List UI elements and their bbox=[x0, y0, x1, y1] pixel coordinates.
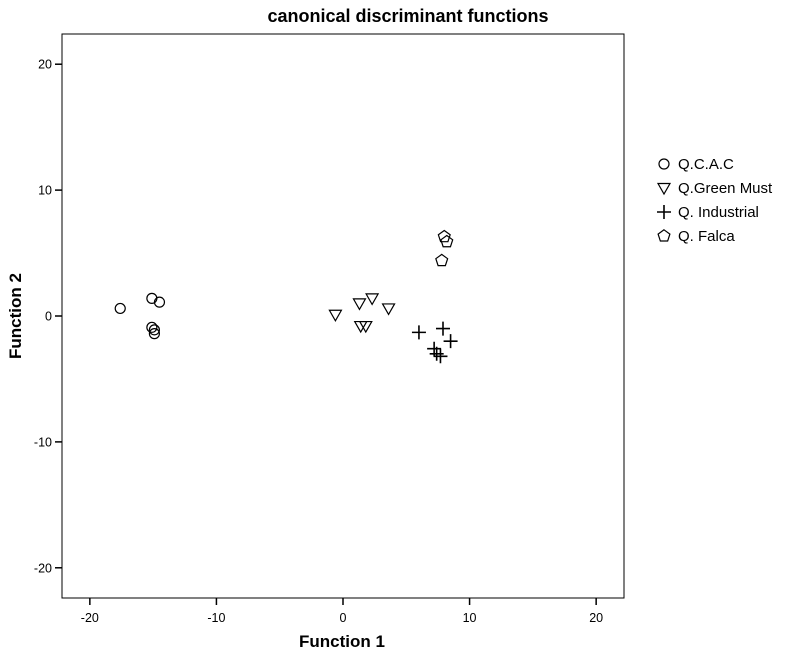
legend-marker-pentagon bbox=[657, 229, 671, 242]
y-tick-label: 0 bbox=[45, 310, 52, 324]
series-triangle-down bbox=[328, 293, 396, 334]
y-tick-label: 20 bbox=[38, 58, 52, 72]
data-point-triangle-down bbox=[358, 320, 373, 334]
data-point-plus bbox=[435, 321, 450, 336]
data-point-plus bbox=[429, 346, 444, 361]
data-point-circle bbox=[148, 328, 161, 340]
series-pentagon bbox=[435, 229, 454, 267]
legend-item: Q.C.A.C bbox=[658, 156, 734, 173]
data-point-plus bbox=[443, 334, 458, 349]
data-point-circle bbox=[114, 302, 126, 315]
data-point-triangle-down bbox=[352, 298, 367, 311]
data-point-circle bbox=[153, 296, 166, 308]
data-point-pentagon bbox=[437, 229, 451, 243]
data-point-triangle-down bbox=[328, 309, 343, 322]
x-axis: -20 -10 0 10 20 bbox=[81, 598, 603, 625]
y-tick-label: -20 bbox=[34, 561, 52, 575]
legend: Q.C.A.C Q.Green Must Q. Industrial Q. Falca bbox=[656, 156, 773, 245]
x-tick-label: 0 bbox=[340, 611, 347, 625]
data-point-circle bbox=[148, 324, 161, 336]
legend-item: Q. Falca bbox=[657, 228, 735, 245]
data-point-plus bbox=[433, 349, 448, 364]
legend-item: Q. Industrial bbox=[657, 204, 759, 221]
x-tick-label: -20 bbox=[81, 611, 99, 625]
x-tick-label: -10 bbox=[207, 611, 225, 625]
legend-marker-triangle-down bbox=[656, 182, 672, 196]
legend-label: Q.C.A.C bbox=[678, 156, 734, 173]
data-point-triangle-down bbox=[381, 303, 396, 316]
data-points bbox=[114, 229, 458, 364]
data-point-pentagon bbox=[435, 253, 449, 267]
x-axis-label: Function 1 bbox=[299, 632, 385, 651]
legend-label: Q. Industrial bbox=[678, 204, 759, 221]
chart-title: canonical discriminant functions bbox=[267, 6, 548, 26]
legend-item: Q.Green Must bbox=[656, 180, 773, 197]
y-tick-label: -10 bbox=[34, 435, 52, 449]
data-point-plus bbox=[411, 325, 426, 340]
legend-label: Q. Falca bbox=[678, 228, 735, 245]
data-point-triangle-down bbox=[365, 293, 380, 306]
y-axis: -20 -10 0 10 20 bbox=[34, 58, 62, 575]
legend-label: Q.Green Must bbox=[678, 180, 773, 197]
series-circle bbox=[114, 292, 166, 340]
series-plus bbox=[411, 321, 458, 364]
legend-marker-plus bbox=[657, 205, 671, 219]
x-tick-label: 20 bbox=[589, 611, 603, 625]
data-point-circle bbox=[146, 321, 158, 333]
data-point-pentagon bbox=[440, 234, 454, 248]
legend-marker-circle bbox=[658, 158, 670, 170]
y-tick-label: 10 bbox=[38, 184, 52, 198]
y-axis-label: Function 2 bbox=[6, 273, 25, 359]
x-tick-label: 10 bbox=[463, 611, 477, 625]
